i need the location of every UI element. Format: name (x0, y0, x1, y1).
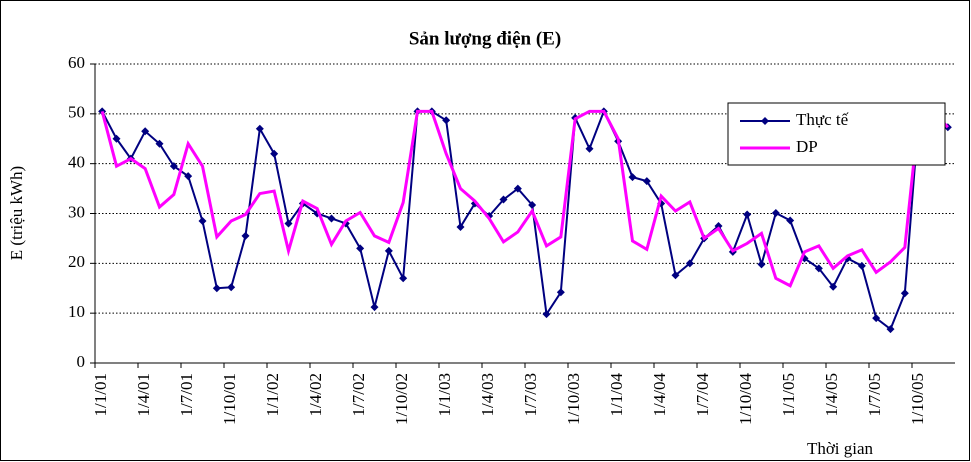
data-point (671, 271, 680, 280)
x-tick-label: 1/1/02 (263, 373, 282, 416)
x-tick-label: 1/7/04 (693, 373, 712, 417)
data-point (771, 209, 780, 218)
series-line (101, 108, 949, 331)
data-point (900, 289, 909, 298)
data-point (255, 124, 264, 133)
data-point (241, 231, 250, 240)
data-point (456, 222, 465, 231)
x-tick-label: 1/10/02 (392, 373, 411, 425)
data-point (513, 184, 522, 193)
y-tick-label: 0 (77, 352, 86, 371)
data-point (384, 246, 393, 255)
data-point (743, 210, 752, 219)
y-tick-label: 50 (68, 103, 85, 122)
legend-label: Thực tế (796, 110, 849, 129)
x-tick-label: 1/1/05 (779, 373, 798, 416)
data-point (886, 325, 895, 334)
data-point (757, 260, 766, 269)
legend-marker (761, 117, 769, 125)
x-tick-label: 1/1/03 (435, 373, 454, 416)
data-point (112, 134, 121, 143)
x-tick-label: 1/1/01 (91, 373, 110, 416)
data-point (857, 261, 866, 270)
data-point (872, 314, 881, 323)
data-point (642, 177, 651, 186)
y-tick-label: 10 (68, 302, 85, 321)
data-point (169, 162, 178, 171)
chart-title: Sản lượng điện (E) (409, 28, 561, 49)
data-point (141, 127, 150, 136)
data-point (556, 288, 565, 297)
x-tick-label: 1/4/04 (650, 373, 669, 417)
data-point (528, 201, 537, 210)
data-point (284, 219, 293, 228)
data-point (155, 139, 164, 148)
x-tick-label: 1/7/02 (349, 373, 368, 416)
x-tick-label: 1/10/04 (736, 373, 755, 425)
x-tick-label: 1/4/02 (306, 373, 325, 416)
x-tick-label: 1/4/05 (822, 373, 841, 416)
data-point (184, 172, 193, 181)
legend-box (727, 102, 946, 166)
y-tick-label: 20 (68, 252, 85, 271)
x-tick-label: 1/7/03 (521, 373, 540, 416)
data-point (585, 144, 594, 153)
data-point (370, 303, 379, 312)
y-tick-label: 30 (68, 202, 85, 221)
data-point (270, 149, 279, 158)
legend-label: DP (796, 137, 818, 156)
x-tick-label: 1/10/03 (564, 373, 583, 425)
x-tick-label: 1/10/01 (220, 373, 239, 425)
data-point (227, 283, 236, 292)
data-point (714, 221, 723, 230)
x-tick-label: 1/7/01 (177, 373, 196, 416)
x-tick-label: 1/4/03 (478, 373, 497, 416)
x-tick-label: 1/4/01 (134, 373, 153, 416)
x-tick-label: 1/1/04 (607, 373, 626, 417)
x-axis-label: Thời gian (807, 439, 874, 458)
data-point (399, 274, 408, 283)
y-axis-label: E (triệu kWh) (7, 166, 26, 260)
data-point (542, 310, 551, 319)
data-point (814, 264, 823, 273)
data-point (628, 173, 637, 182)
data-point (829, 282, 838, 291)
data-point (356, 244, 365, 253)
y-tick-label: 60 (68, 53, 85, 72)
series-line (100, 109, 949, 288)
y-tick-label: 40 (68, 153, 85, 172)
data-point (212, 284, 221, 293)
data-point (327, 214, 336, 223)
data-point (499, 195, 508, 204)
data-point (198, 216, 207, 225)
x-tick-label: 1/10/05 (908, 373, 927, 425)
x-tick-label: 1/7/05 (865, 373, 884, 416)
data-point (442, 116, 451, 125)
data-point (786, 216, 795, 225)
data-point (685, 259, 694, 268)
